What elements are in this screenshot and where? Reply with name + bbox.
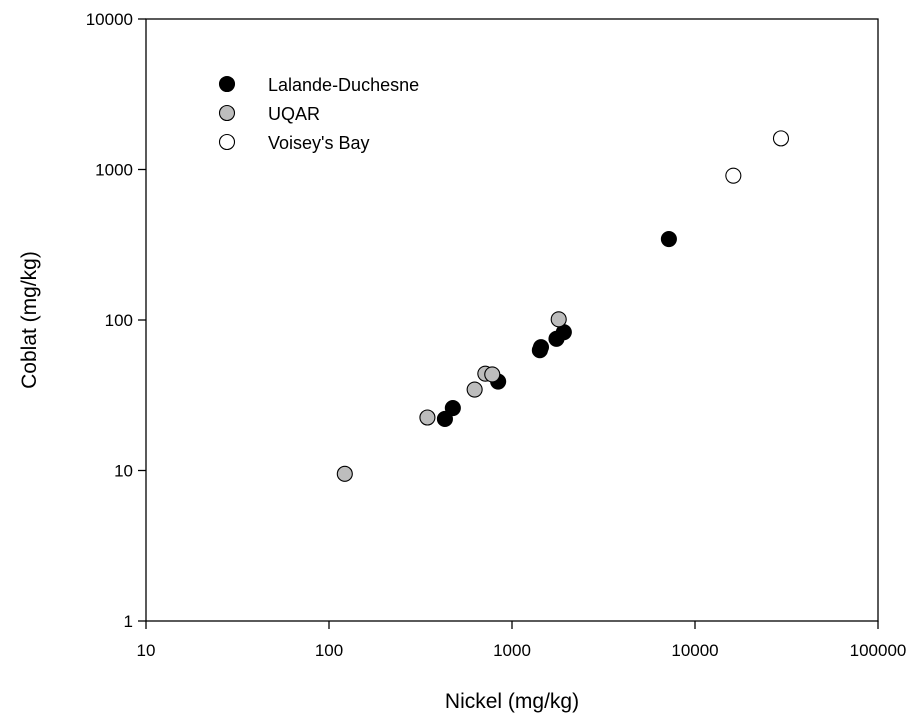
data-point [772,130,790,147]
x-axis-title: Nickel (mg/kg) [445,690,579,713]
series-2 [725,130,790,184]
y-tick-label: 100 [105,311,133,330]
x-tick-label: 10 [137,641,156,660]
legend-label: Lalande-Duchesne [268,75,419,95]
data-point [444,399,461,417]
y-axis-ticks: 1 10 100 1000 10000 [86,10,146,631]
x-tick-label: 100 [315,641,343,660]
series-0 [436,231,677,428]
data-point [436,410,453,428]
legend-marker [218,75,236,93]
legend-label: Voisey's Bay [268,133,370,153]
legend-marker [218,133,236,151]
data-point [660,231,677,248]
data-point [484,366,501,383]
data-point [466,381,483,398]
x-tick-label: 100000 [850,641,907,660]
data-point [532,339,550,356]
x-tick-label: 10000 [671,641,718,660]
data-points [336,130,790,482]
y-tick-label: 1 [124,612,133,631]
x-axis-ticks: 10 100 1000 10000 100000 [137,621,907,660]
data-point [550,311,567,328]
y-tick-label: 10000 [86,10,133,29]
series-1 [336,311,567,482]
plot-area-frame [145,18,879,622]
legend-label: UQAR [268,104,320,124]
data-point [725,167,742,184]
legend-marker [218,104,236,122]
x-tick-label: 1000 [493,641,531,660]
y-tick-label: 1000 [95,161,133,180]
legend: Lalande-Duchesne UQAR Voisey's Bay [218,75,419,153]
y-tick-label: 10 [114,462,133,481]
data-point [419,409,436,426]
data-point [336,465,353,482]
y-axis-title: Coblat (mg/kg) [18,251,41,389]
